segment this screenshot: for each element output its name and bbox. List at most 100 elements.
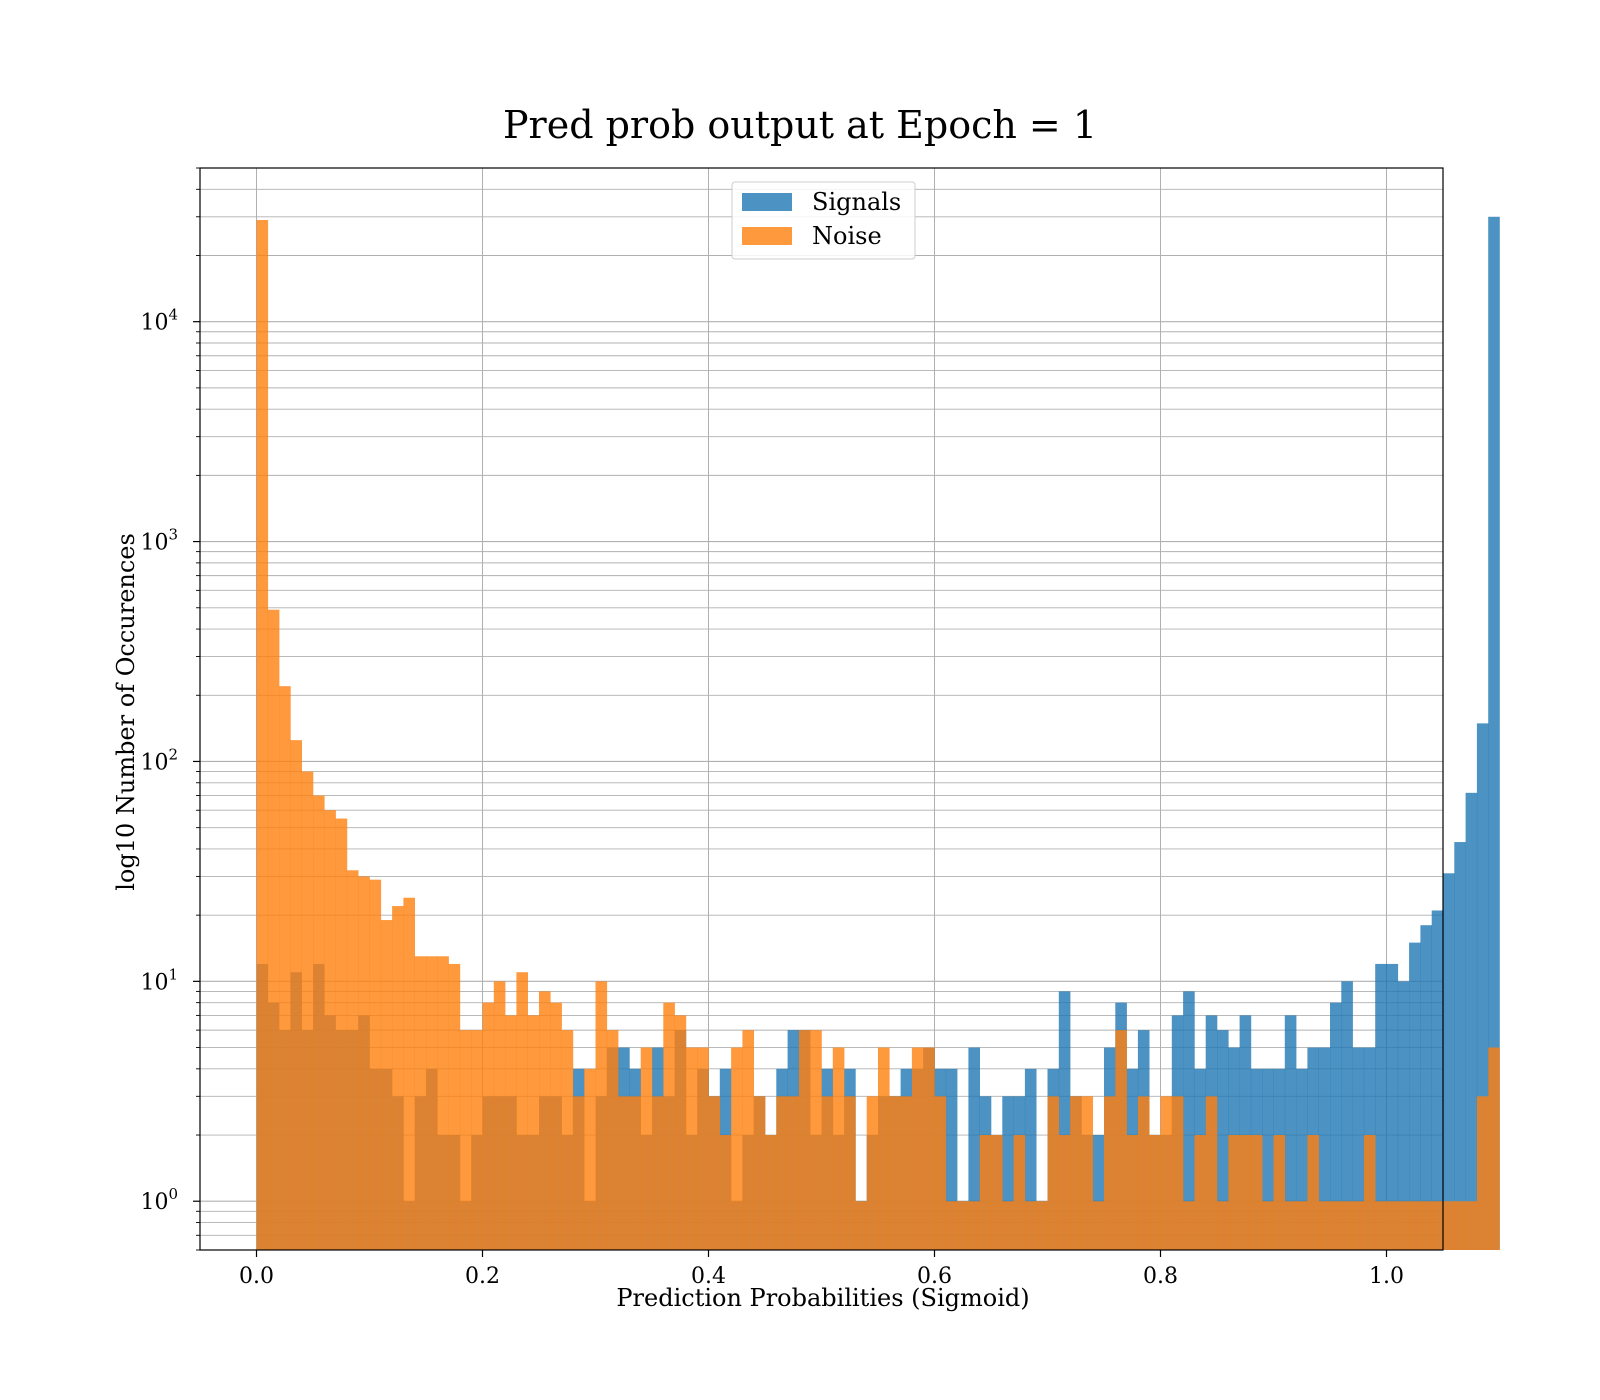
noise-bar	[539, 991, 551, 1250]
noise-bar	[358, 876, 370, 1250]
noise-bar	[911, 1047, 924, 1250]
noise-bar	[1363, 1135, 1376, 1250]
noise-bar	[606, 1030, 619, 1250]
signals-bar	[1397, 981, 1410, 1250]
signals-bar	[1002, 1096, 1014, 1250]
x-tick-label: 0.0	[239, 1264, 274, 1289]
noise-bar	[1160, 1096, 1173, 1250]
noise-bar	[844, 1096, 856, 1250]
signals-bar	[1024, 1068, 1037, 1250]
noise-bar	[482, 1002, 495, 1250]
signals-bar	[1420, 925, 1432, 1250]
noise-bar	[934, 1096, 947, 1250]
noise-bar	[1104, 1096, 1116, 1250]
noise-bar	[1171, 1096, 1184, 1250]
y-tick-label: 104	[140, 306, 178, 336]
noise-bar	[448, 963, 461, 1250]
noise-bar	[866, 1096, 879, 1250]
noise-bar	[1465, 1201, 1478, 1250]
noise-bar	[663, 1002, 675, 1250]
noise-bar	[1443, 1201, 1455, 1250]
noise-bar	[810, 1030, 822, 1250]
noise-bar	[776, 1096, 788, 1250]
signals-bar	[1217, 1030, 1229, 1250]
noise-bar	[742, 1030, 754, 1250]
noise-bar	[798, 1030, 811, 1250]
noise-bar	[697, 1047, 709, 1250]
y-axis-ticks: 100 101 102 103 104	[140, 167, 200, 1251]
noise-bar	[1307, 1135, 1319, 1250]
noise-bar	[685, 1047, 698, 1250]
legend-label-signals: Signals	[812, 188, 901, 216]
noise-bar	[618, 1096, 630, 1250]
x-axis-ticks: 0.0 0.2 0.4 0.6 0.8 1.0	[239, 1250, 1404, 1289]
noise-bar	[256, 220, 269, 1250]
legend: Signals Noise	[731, 181, 916, 260]
signals-bar	[1465, 792, 1478, 1250]
noise-bar	[572, 1096, 585, 1250]
y-tick-label: 101	[140, 965, 178, 995]
noise-bar	[1205, 1096, 1218, 1250]
noise-bar	[437, 956, 449, 1250]
signals-bar	[1431, 910, 1444, 1250]
noise-bar	[1386, 1201, 1399, 1250]
legend-swatch-signals	[742, 193, 792, 211]
noise-bar	[1409, 1201, 1421, 1250]
noise-bar	[313, 795, 325, 1250]
noise-bar	[1126, 1135, 1139, 1250]
noise-bar	[1273, 1135, 1286, 1250]
signals-bar	[1352, 1047, 1365, 1250]
noise-bar	[346, 870, 359, 1250]
noise-bar	[821, 1096, 834, 1250]
noise-bar	[369, 879, 382, 1250]
noise-bar	[267, 609, 280, 1250]
signals-bar	[1454, 842, 1466, 1250]
noise-bar	[505, 1015, 517, 1250]
signals-bar	[1262, 1068, 1274, 1250]
noise-bar	[1296, 1201, 1308, 1250]
noise-bar	[991, 1135, 1003, 1250]
noise-bar	[459, 1030, 472, 1250]
noise-bar	[923, 1047, 935, 1250]
noise-bar	[426, 956, 438, 1250]
noise-bar	[1262, 1201, 1274, 1250]
signals-bar	[1375, 963, 1387, 1250]
noise-bar	[527, 1015, 540, 1250]
noise-bar	[1476, 1096, 1489, 1250]
noise-bar	[380, 920, 393, 1250]
noise-bar	[1070, 1096, 1082, 1250]
noise-bar	[1002, 1201, 1014, 1250]
noise-bar	[403, 897, 415, 1250]
noise-bar	[731, 1047, 743, 1250]
noise-bar	[1183, 1201, 1195, 1250]
noise-bar	[1318, 1201, 1331, 1250]
noise-bar	[1058, 1135, 1071, 1250]
noise-bar	[629, 1096, 641, 1250]
noise-bar	[301, 771, 314, 1250]
signals-bar	[1330, 1002, 1342, 1250]
noise-bar	[1228, 1135, 1240, 1250]
noise-bar	[584, 1068, 596, 1250]
noise-bar	[1024, 1201, 1037, 1250]
noise-bar	[753, 1096, 766, 1250]
noise-bar	[787, 1096, 800, 1250]
noise-bar	[674, 1015, 687, 1250]
noise-bar	[1092, 1201, 1105, 1250]
x-tick-label: 0.2	[465, 1264, 500, 1289]
y-tick-label: 102	[140, 745, 178, 775]
noise-bar	[957, 1201, 969, 1250]
noise-bar	[1284, 1201, 1297, 1250]
signals-bar	[1296, 1068, 1308, 1250]
noise-bar	[889, 1096, 901, 1250]
noise-bar	[1194, 1135, 1206, 1250]
noise-bar	[1149, 1135, 1161, 1250]
noise-bar	[1137, 1096, 1150, 1250]
noise-bar	[279, 686, 291, 1250]
noise-bar	[979, 1135, 992, 1250]
noise-bar	[471, 1030, 483, 1250]
noise-bar	[1013, 1135, 1026, 1250]
noise-bar	[550, 1002, 562, 1250]
noise-bar	[900, 1096, 913, 1250]
noise-bar	[945, 1201, 958, 1250]
